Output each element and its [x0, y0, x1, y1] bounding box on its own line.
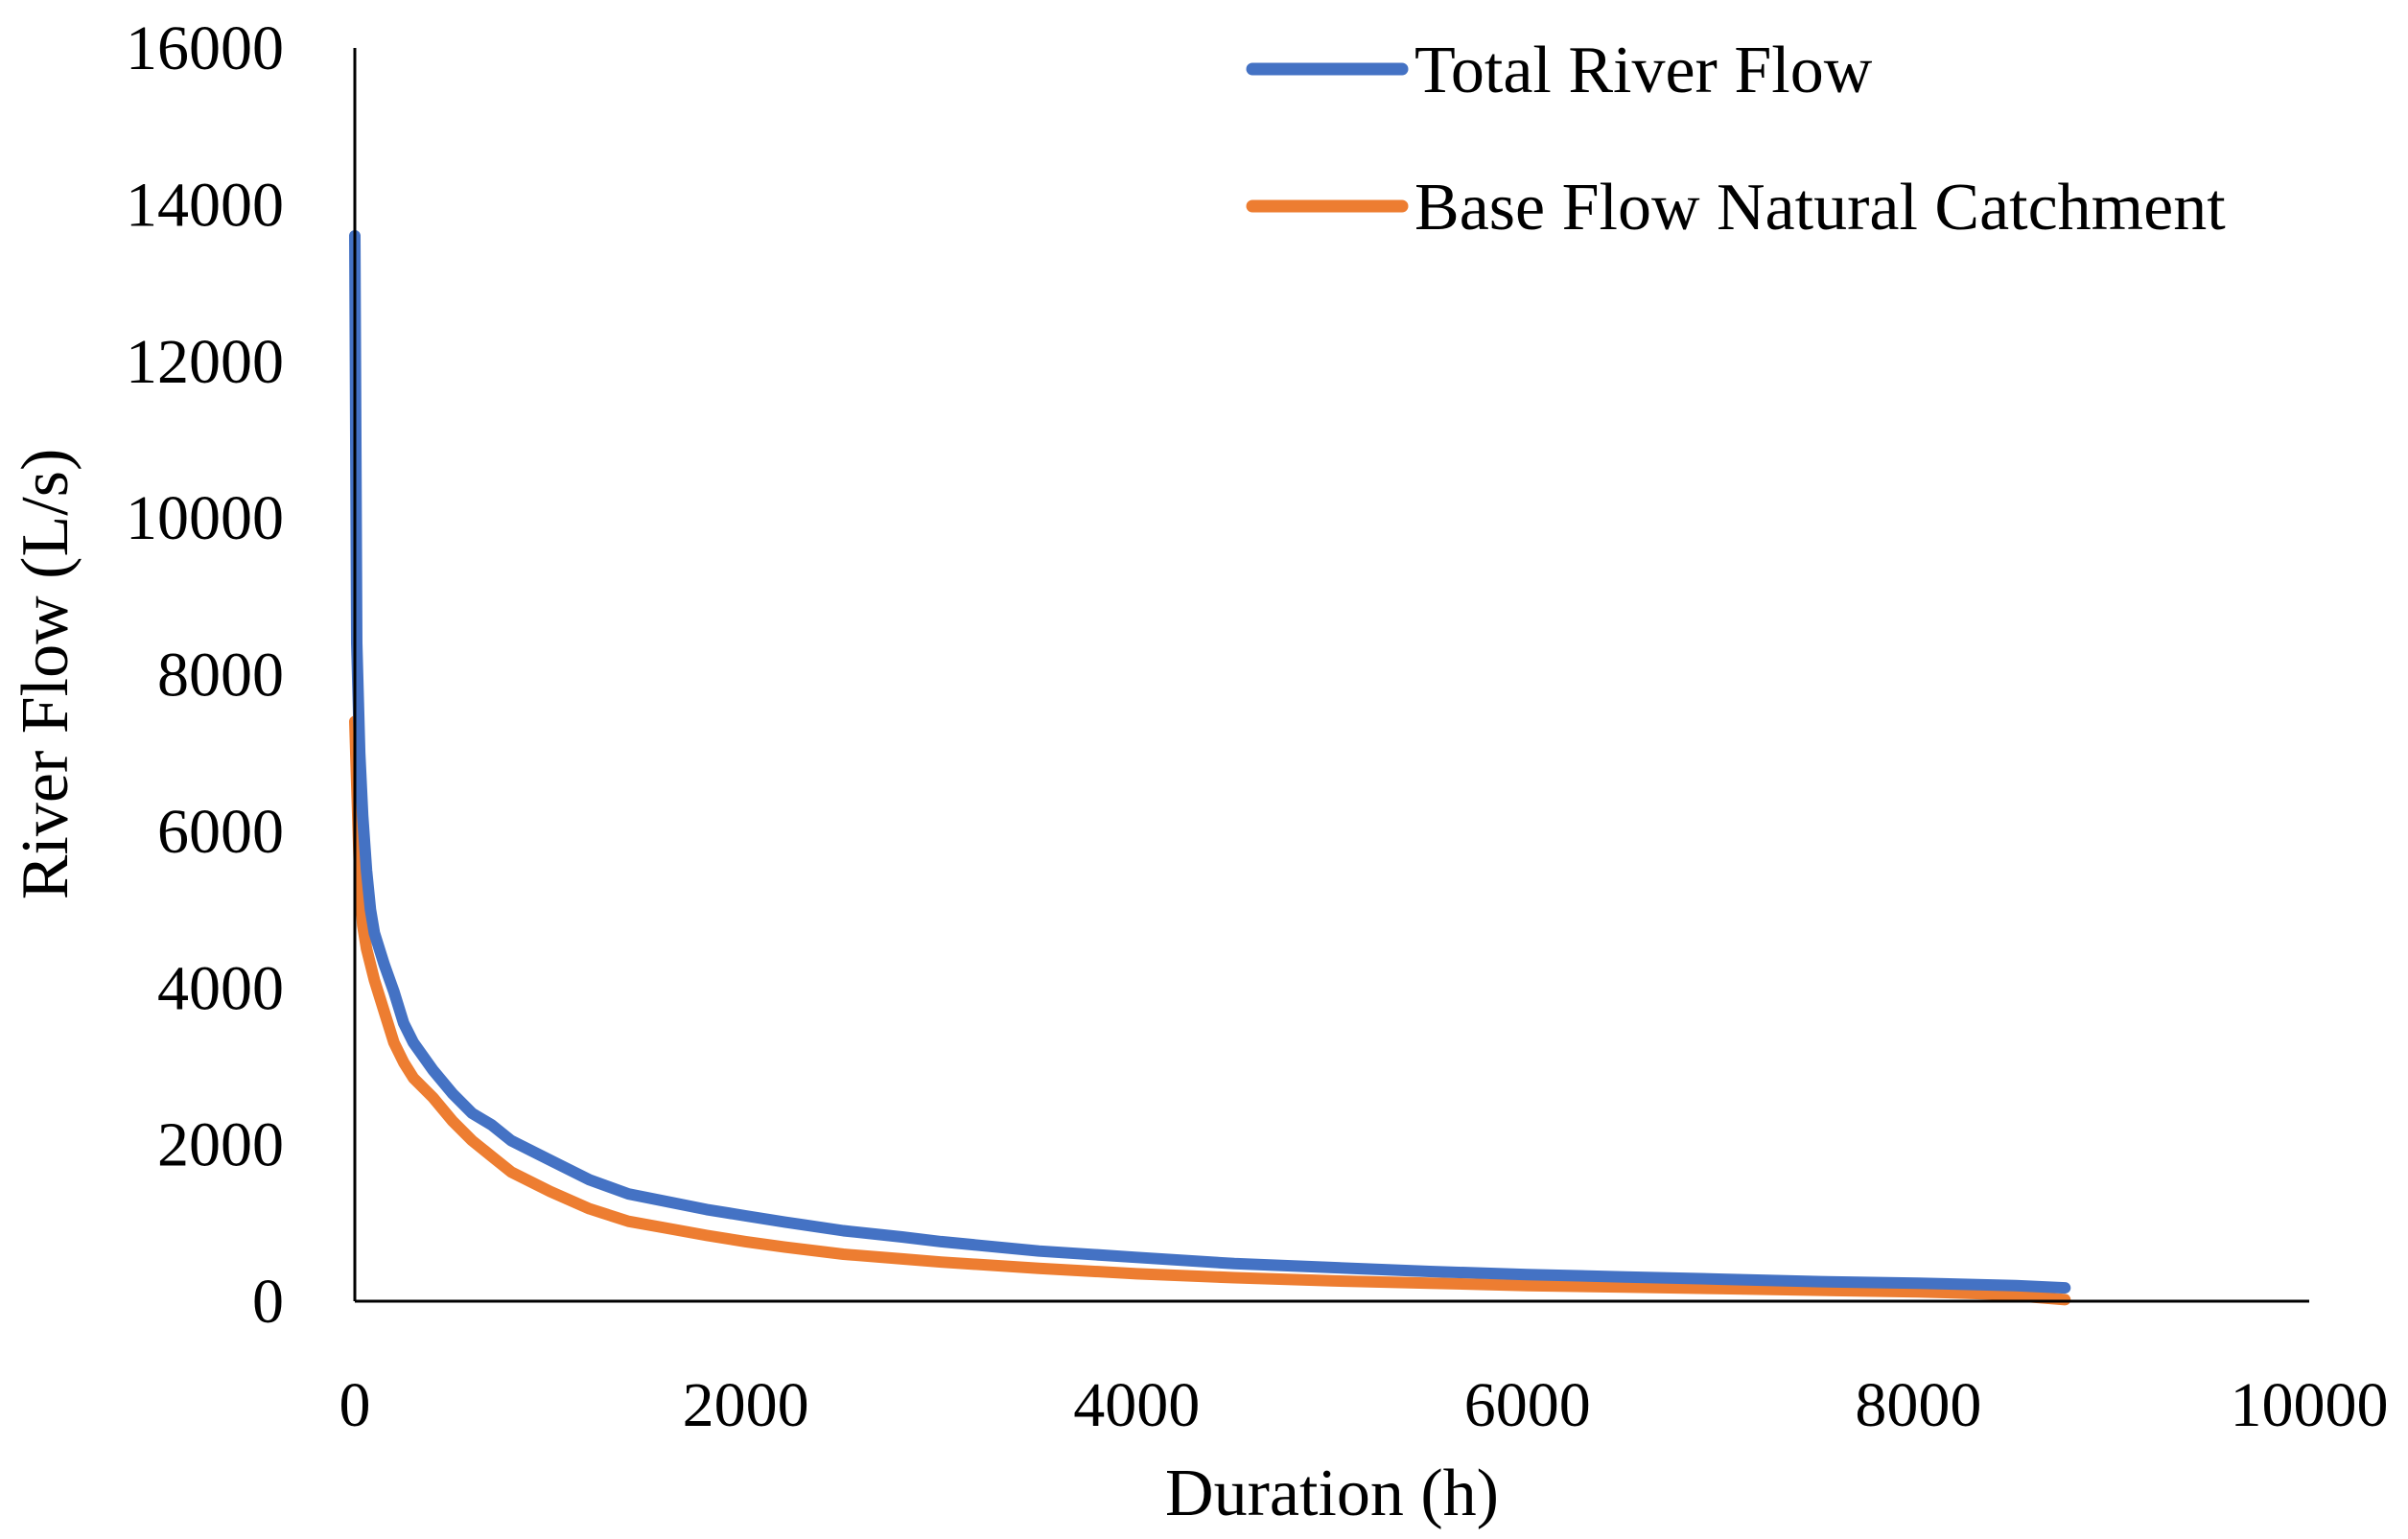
x-tick-label: 8000 [1855, 1370, 1981, 1440]
y-tick-label: 16000 [126, 13, 284, 83]
x-tick-label: 0 [339, 1370, 371, 1440]
x-tick-label: 2000 [683, 1370, 809, 1440]
y-tick-label: 8000 [157, 641, 284, 711]
x-axis-title: Duration (h) [1165, 1457, 1499, 1530]
y-tick-label: 14000 [126, 170, 284, 240]
y-tick-label: 4000 [157, 953, 284, 1023]
y-tick-label: 12000 [126, 327, 284, 397]
x-tick-label: 6000 [1464, 1370, 1591, 1440]
series-line-base-flow-natural-catchment [349, 715, 2071, 1306]
y-tick-label: 2000 [157, 1110, 284, 1180]
y-tick-label: 10000 [126, 483, 284, 553]
y-tick-label: 0 [252, 1267, 284, 1337]
y-tick-labels: 0 2000 4000 6000 8000 10000 12000 14000 16000 [126, 13, 284, 1337]
series-layer [349, 230, 2071, 1306]
x-tick-label: 10000 [2231, 1370, 2389, 1440]
series-line-total-river-flow [349, 230, 2071, 1294]
y-axis-title: River Flow (L/s) [9, 449, 82, 900]
x-tick-label: 4000 [1073, 1370, 1200, 1440]
legend-label-base-flow-natural-catchment: Base Flow Natural Catchment [1414, 171, 2226, 245]
legend: Total River Flow Base Flow Natural Catchm… [1246, 34, 2226, 245]
y-tick-label: 6000 [157, 797, 284, 867]
x-tick-labels: 0 2000 4000 6000 8000 10000 [339, 1370, 2389, 1440]
legend-label-total-river-flow: Total River Flow [1414, 34, 1873, 107]
